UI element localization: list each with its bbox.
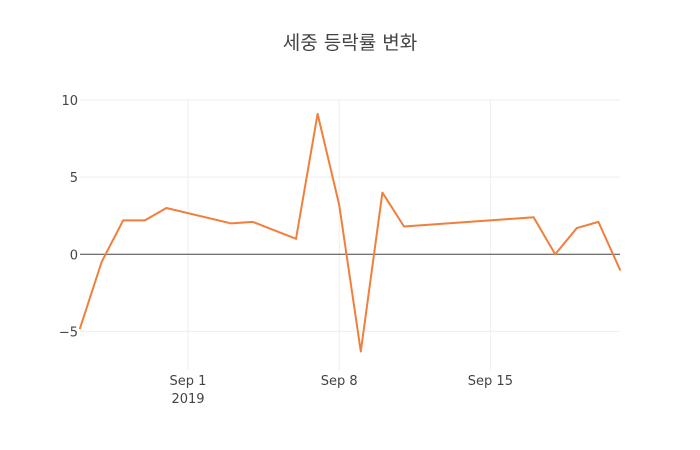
series-layer — [79, 112, 621, 353]
y-tick-label: 5 — [70, 171, 78, 186]
grid — [80, 99, 620, 370]
x-tick-sublabel: 2019 — [171, 392, 204, 407]
x-tick-label: Sep 8 — [321, 374, 358, 389]
series-line — [79, 112, 621, 353]
y-tick-label: −5 — [59, 325, 78, 340]
x-tick-label: Sep 15 — [468, 374, 513, 389]
y-tick-label: 10 — [61, 94, 78, 109]
y-axis-ticks: −5 0 5 10 — [59, 94, 78, 340]
y-tick-label: 0 — [70, 248, 78, 263]
x-tick-label: Sep 1 — [170, 374, 207, 389]
chart-title: 세중 등락률 변화 — [283, 32, 417, 54]
x-axis-ticks: Sep 1 2019 Sep 8 Sep 15 — [170, 374, 513, 407]
